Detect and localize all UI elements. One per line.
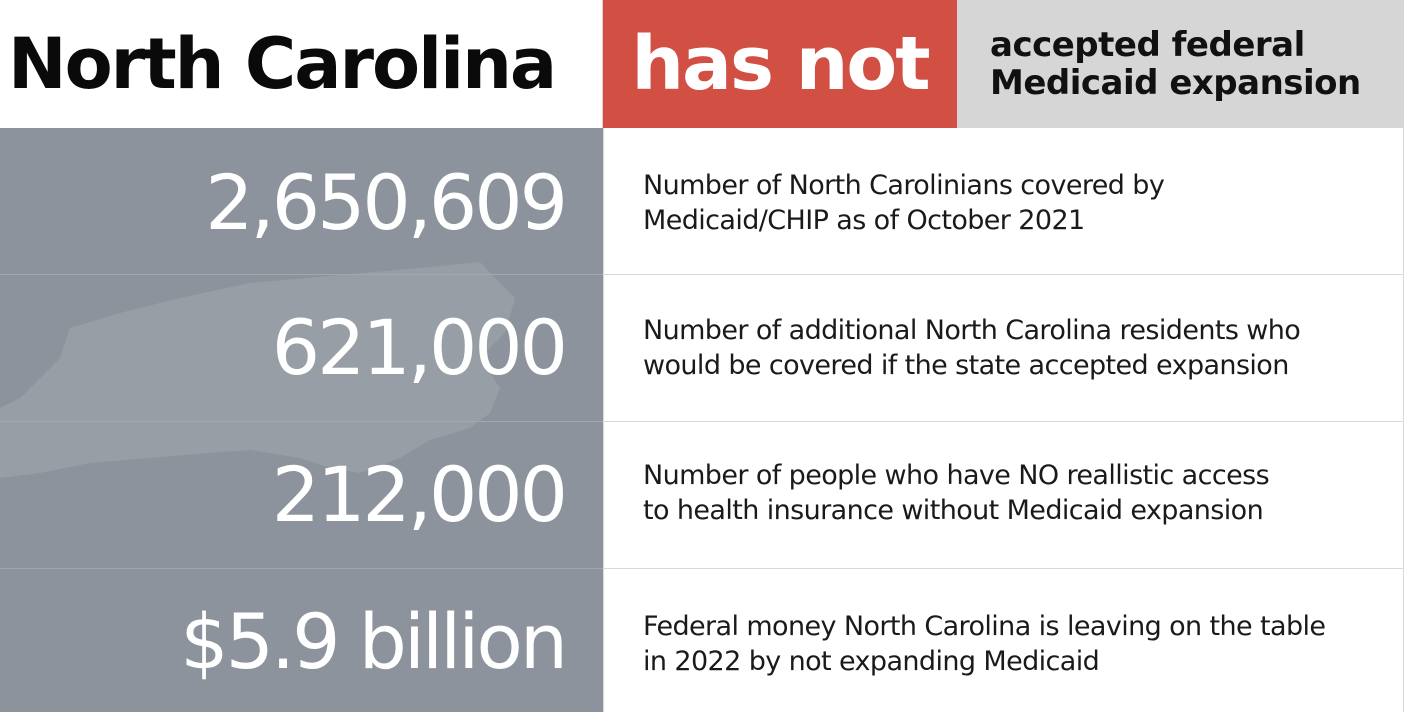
stat-description-line1: Number of North Carolinians covered by [643, 170, 1165, 201]
map-shape [0, 262, 515, 478]
row-divider [603, 421, 1404, 422]
stats-panel [0, 128, 603, 712]
row-divider [0, 568, 603, 569]
row-divider [603, 568, 1404, 569]
stat-description: Number of people who have NO reallistic … [643, 458, 1383, 528]
header: North Carolina has not accepted federal … [0, 0, 1404, 128]
status-description-line2: Medicaid expansion [990, 63, 1361, 103]
stat-value: $5.9 billion [180, 597, 568, 686]
stat-value: 621,000 [271, 303, 568, 392]
column-divider [603, 128, 604, 712]
stat-value: 212,000 [271, 450, 568, 539]
north-carolina-map-icon [0, 262, 515, 478]
stat-description: Number of additional North Carolina resi… [643, 313, 1383, 383]
stat-row-2: 621,000 Number of additional North Carol… [0, 275, 1404, 421]
stat-description-line2: Medicaid/CHIP as of October 2021 [643, 205, 1085, 236]
row-divider [0, 421, 603, 422]
stat-description-line1: Number of additional North Carolina resi… [643, 315, 1301, 346]
stat-description-line1: Federal money North Carolina is leaving … [643, 611, 1326, 642]
stat-row-1: 2,650,609 Number of North Carolinians co… [0, 128, 1404, 274]
stat-row-4: $5.9 billion Federal money North Carolin… [0, 569, 1404, 712]
status-description-line1: accepted federal [990, 25, 1305, 65]
row-divider [0, 274, 603, 275]
expansion-status-badge: has not [603, 0, 957, 128]
row-divider [603, 274, 1404, 275]
stat-description: Number of North Carolinians covered by M… [643, 168, 1383, 238]
stat-description: Federal money North Carolina is leaving … [643, 609, 1383, 679]
state-name: North Carolina [0, 0, 603, 128]
status-description: accepted federal Medicaid expansion [957, 0, 1404, 128]
stat-description-line2: to health insurance without Medicaid exp… [643, 495, 1264, 526]
stat-description-line2: in 2022 by not expanding Medicaid [643, 646, 1100, 677]
stat-row-3: 212,000 Number of people who have NO rea… [0, 422, 1404, 568]
stat-description-line1: Number of people who have NO reallistic … [643, 460, 1270, 491]
stat-value: 2,650,609 [205, 158, 568, 247]
stat-description-line2: would be covered if the state accepted e… [643, 350, 1289, 381]
